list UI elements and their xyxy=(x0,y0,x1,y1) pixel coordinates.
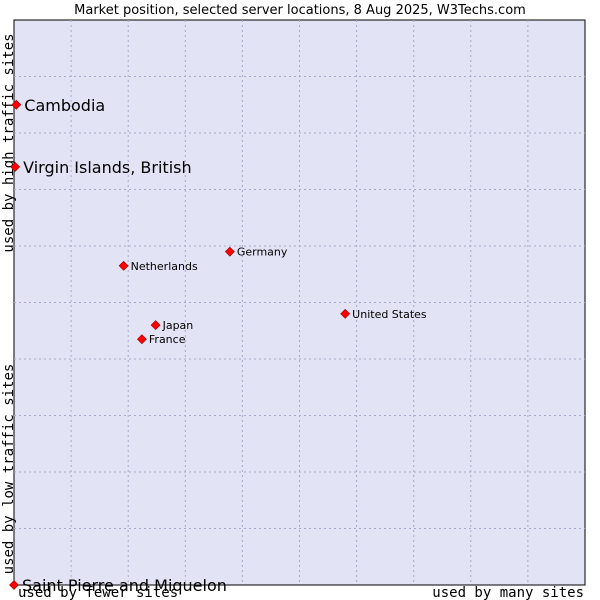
x-axis-label-low: used by fewer sites xyxy=(18,585,178,600)
point-label-cambodia: Cambodia xyxy=(24,96,105,115)
point-marker-cambodia[interactable] xyxy=(11,99,22,110)
point-label-germany: Germany xyxy=(237,246,288,259)
point-label-united-states: United States xyxy=(352,308,427,321)
point-marker-united-states[interactable] xyxy=(340,308,351,319)
point-label-france: France xyxy=(149,333,186,346)
point-label-saint-pierre-and-miquelon: Saint Pierre and Miquelon xyxy=(22,576,227,595)
point-marker-netherlands[interactable] xyxy=(118,260,129,271)
data-points: Cambodia Virgin Islands, British Saint Pie… xyxy=(9,96,427,595)
point-marker-france[interactable] xyxy=(136,334,147,345)
point-label-japan: Japan xyxy=(162,319,194,332)
y-axis-label-high: used by high traffic sites xyxy=(1,33,17,252)
point-marker-japan[interactable] xyxy=(150,320,161,331)
point-marker-saint-pierre-and-miquelon[interactable] xyxy=(9,580,19,590)
point-marker-germany[interactable] xyxy=(224,246,235,257)
x-axis-label-high: used by many sites xyxy=(432,585,584,600)
point-label-netherlands: Netherlands xyxy=(131,260,198,273)
point-label-virgin-islands-british: Virgin Islands, British xyxy=(23,158,191,177)
y-axis-label-low: used by low traffic sites xyxy=(1,364,17,575)
grid-lines xyxy=(14,20,585,585)
chart-title: Market position, selected server locatio… xyxy=(74,3,526,18)
point-marker-virgin-islands-british[interactable] xyxy=(10,161,21,172)
